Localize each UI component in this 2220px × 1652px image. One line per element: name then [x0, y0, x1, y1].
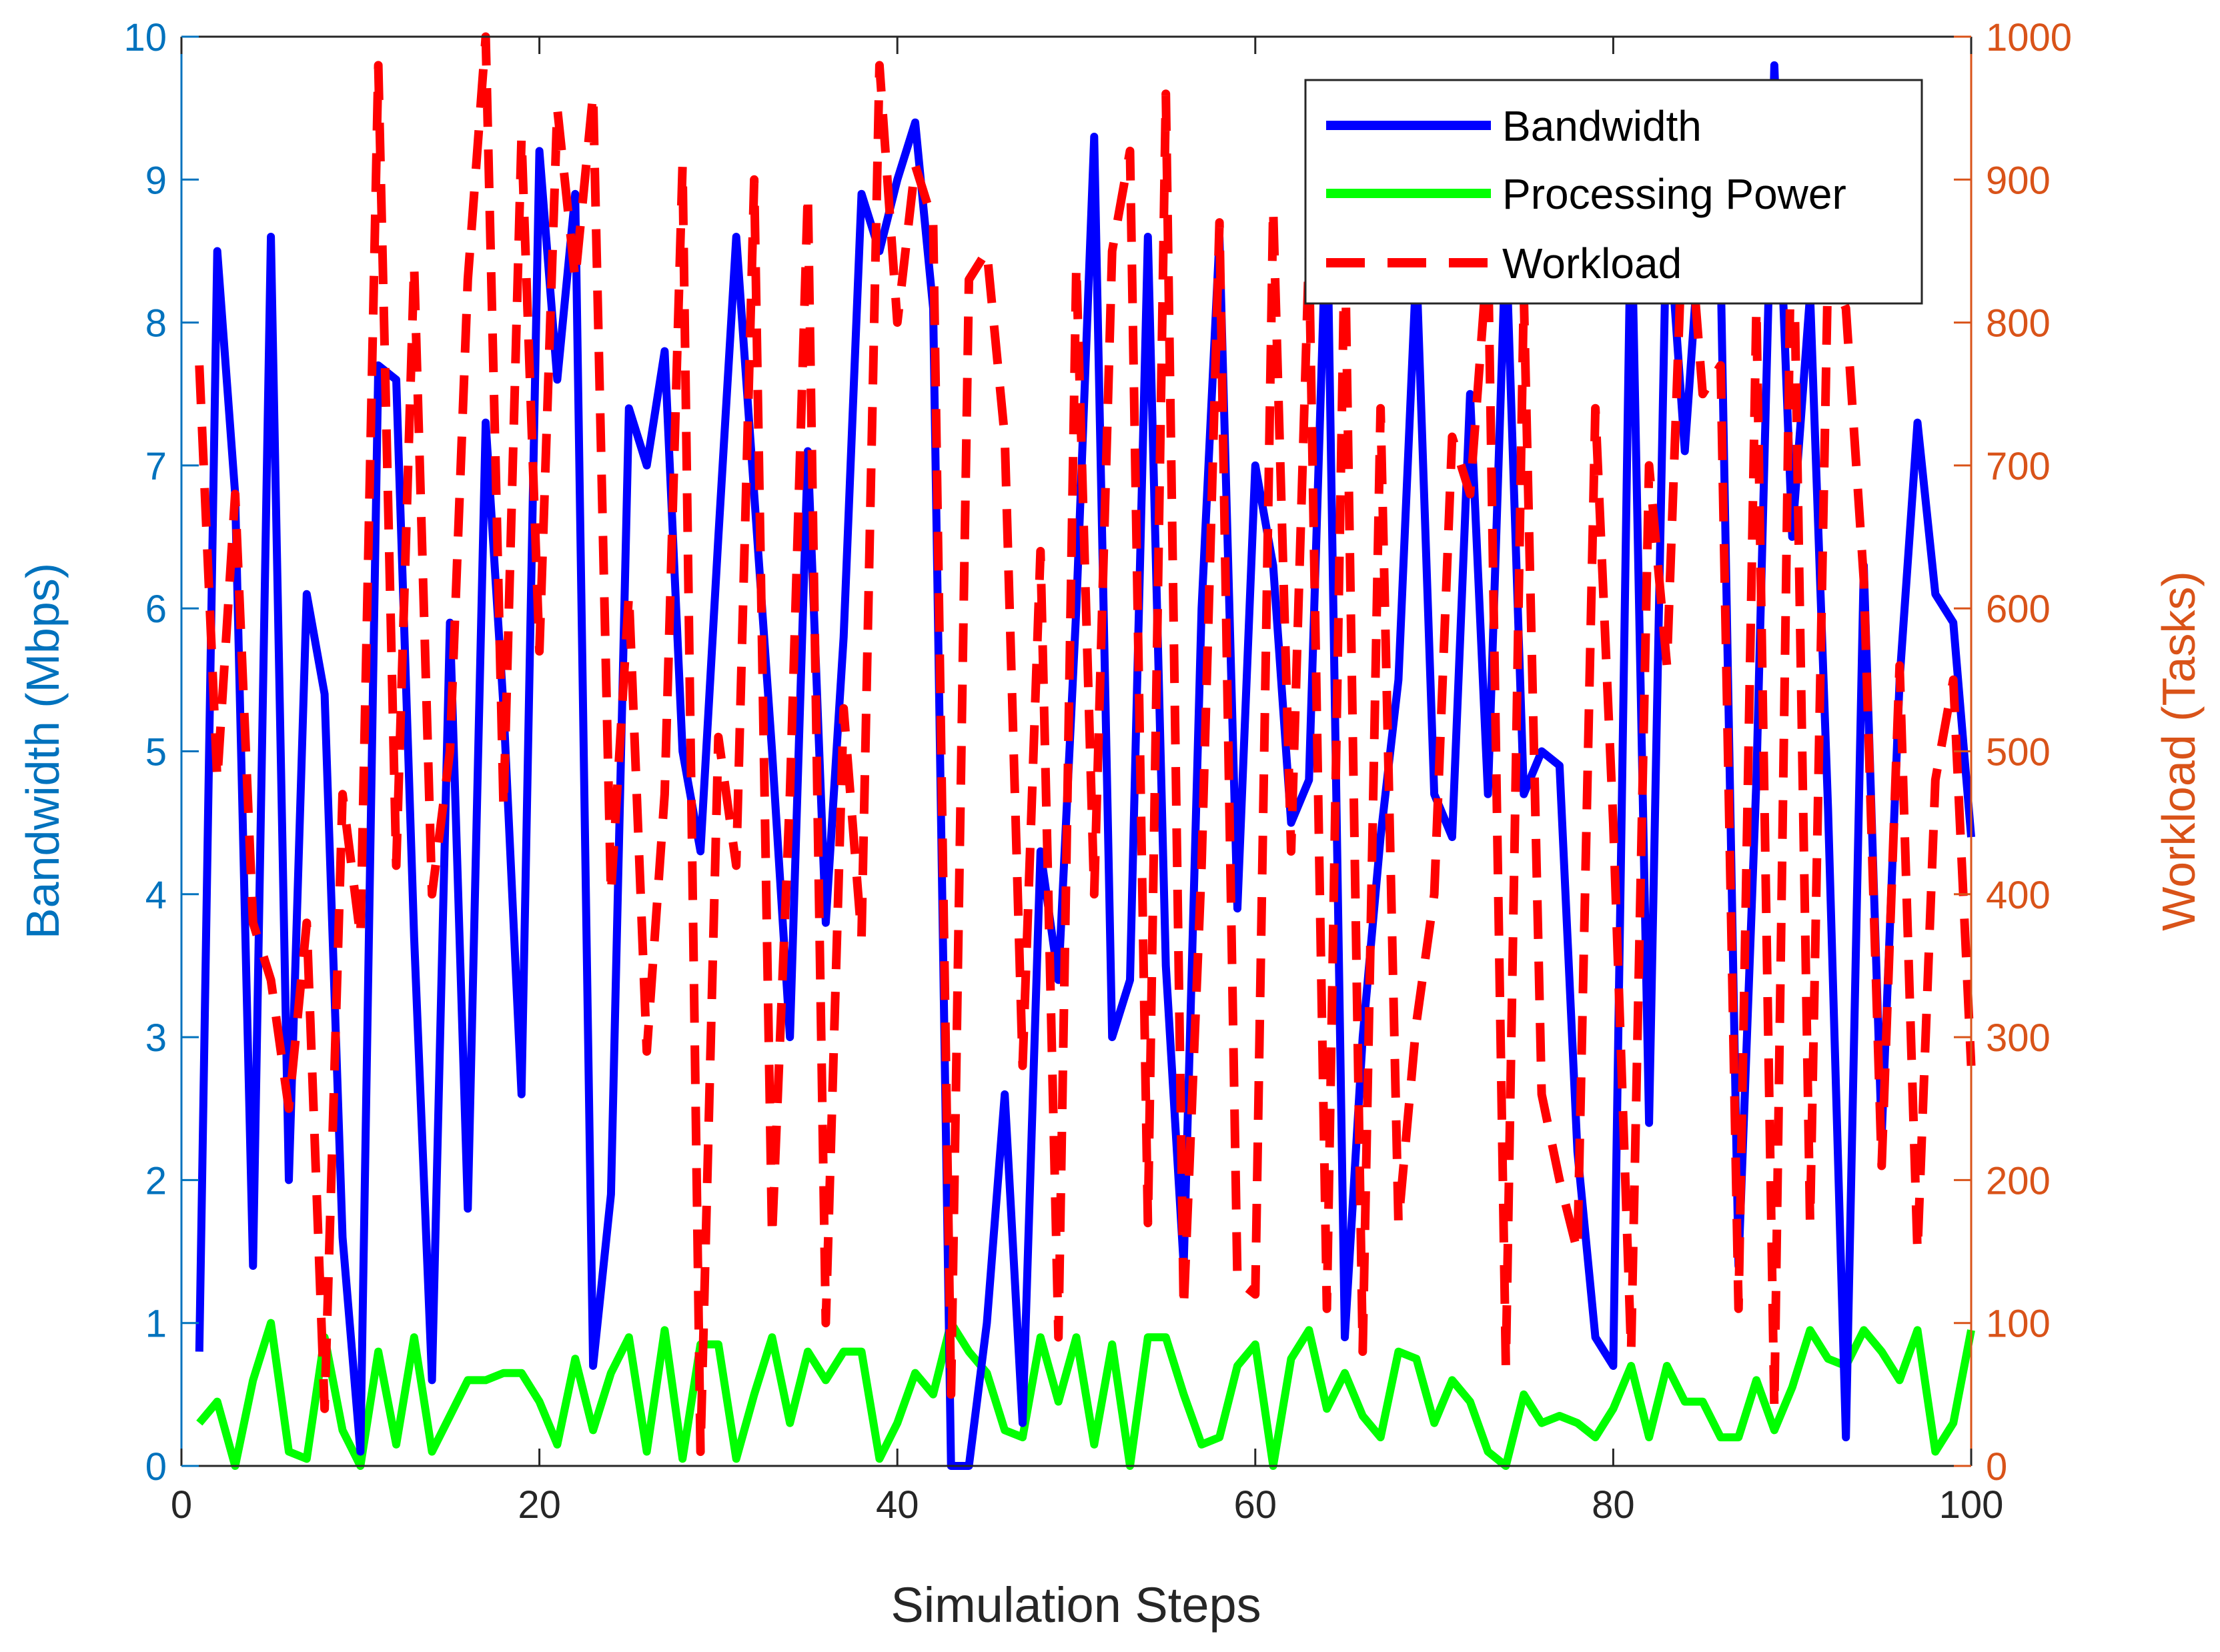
- y-right-tick-label: 400: [1986, 874, 2051, 917]
- y-left-tick-label: 9: [145, 159, 167, 202]
- x-tick-label: 40: [876, 1483, 919, 1527]
- series-line-processing-power: [196, 1319, 1975, 1470]
- x-tick-label: 20: [518, 1483, 561, 1527]
- x-tick-label: 80: [1592, 1483, 1635, 1527]
- y-left-tick-label: 0: [145, 1445, 167, 1489]
- y-right-tick-label: 800: [1986, 302, 2051, 345]
- y-right-tick-label: 500: [1986, 731, 2051, 774]
- x-tick-label: 60: [1234, 1483, 1277, 1527]
- y-right-tick-label: 700: [1986, 445, 2051, 488]
- x-tick-label: 100: [1939, 1483, 2004, 1527]
- x-axis-label: Simulation Steps: [891, 1577, 1261, 1633]
- y-right-tick-label: 900: [1986, 159, 2051, 202]
- y-right-tick-label: 100: [1986, 1303, 2051, 1346]
- legend: Bandwidth Processing Power Workload: [1304, 79, 1923, 305]
- legend-label-workload: Workload: [1502, 239, 1682, 287]
- y-left-tick-label: 2: [145, 1159, 167, 1202]
- y-right-tick-label: 200: [1986, 1159, 2051, 1202]
- y-right-tick-label: 0: [1986, 1445, 2007, 1489]
- x-tick-label: 0: [171, 1483, 192, 1527]
- y-left-tick-label: 4: [145, 874, 167, 917]
- y-left-tick-label: 10: [123, 16, 167, 59]
- y-left-axis-label: Bandwidth (Mbps): [17, 563, 69, 939]
- legend-label-processing-power: Processing Power: [1502, 170, 1846, 218]
- series-layer: [195, 32, 1976, 1470]
- y-right-axis-label: Workload (Tasks): [2153, 571, 2205, 930]
- y-left-tick-label: 8: [145, 302, 167, 345]
- y-left-tick-label: 3: [145, 1016, 167, 1060]
- series-line-workload: [195, 32, 1976, 1457]
- y-left-tick-label: 6: [145, 588, 167, 631]
- legend-label-bandwidth: Bandwidth: [1502, 102, 1702, 150]
- y-left-tick-label: 5: [145, 731, 167, 774]
- ticks-layer: 0 20 40 60 80 1000123456789100100200300400500…: [123, 16, 2072, 1527]
- y-right-tick-label: 1000: [1986, 16, 2072, 59]
- y-right-tick-label: 300: [1986, 1016, 2051, 1060]
- y-left-tick-label: 1: [145, 1303, 167, 1346]
- y-left-tick-label: 7: [145, 445, 167, 488]
- y-right-tick-label: 600: [1986, 588, 2051, 631]
